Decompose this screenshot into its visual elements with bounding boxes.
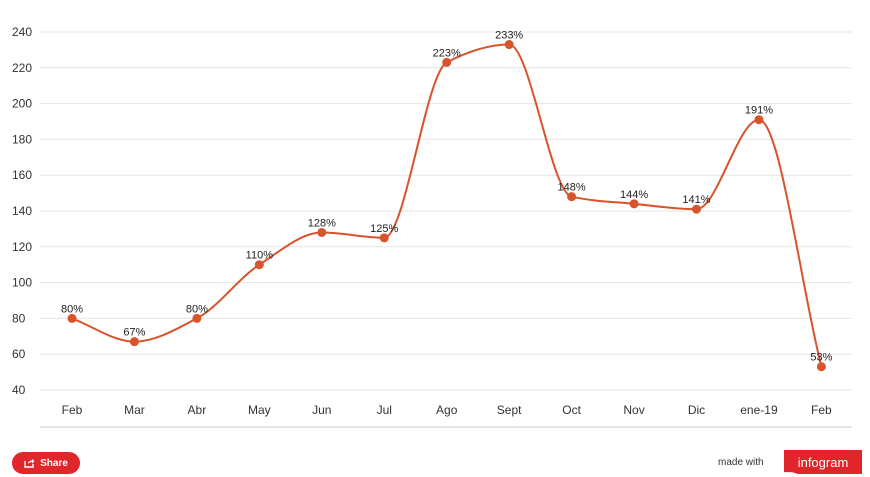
x-tick-label: Nov (623, 403, 644, 417)
y-tick-label: 200 (12, 97, 32, 111)
data-point (317, 227, 327, 237)
made-with-text: made with (718, 457, 764, 468)
data-label: 148% (558, 182, 586, 194)
y-tick-label: 220 (12, 61, 32, 75)
y-tick-label: 100 (12, 276, 32, 290)
data-point (504, 40, 514, 50)
data-point (67, 313, 77, 323)
grid-lines (40, 31, 852, 428)
data-point (254, 260, 264, 270)
data-label: 80% (186, 303, 208, 315)
infogram-logo-text: infogram (797, 454, 849, 470)
data-point (567, 192, 577, 202)
y-tick-label: 120 (12, 240, 32, 254)
x-tick-label: Abr (188, 403, 207, 417)
data-label: 191% (745, 105, 773, 117)
data-point (442, 57, 452, 67)
y-tick-label: 180 (12, 132, 32, 146)
data-label: 67% (123, 327, 145, 339)
data-label: 144% (620, 189, 648, 201)
data-label: 223% (433, 47, 461, 59)
data-labels: 80% 67% 80% 110% 128% 125% 223% 233% 148% 144% 141… (61, 30, 833, 364)
y-tick-label: 80 (12, 311, 26, 325)
data-label: 80% (61, 303, 83, 315)
y-tick-label: 40 (12, 383, 26, 397)
x-tick-label: Oct (562, 403, 581, 417)
data-label: 233% (495, 30, 523, 42)
data-label: 141% (682, 194, 710, 206)
x-tick-label: Sept (497, 403, 522, 417)
data-label: 125% (370, 223, 398, 235)
x-tick-label: Mar (124, 403, 145, 417)
y-axis: 40 60 80 100 120 140 160 180 200 220 240 (12, 25, 32, 397)
y-tick-label: 60 (12, 347, 26, 361)
data-point (816, 362, 826, 372)
data-point (379, 233, 389, 243)
data-label: 128% (308, 217, 336, 229)
data-point (629, 199, 639, 209)
data-point (692, 204, 701, 214)
share-button[interactable]: Share (12, 452, 80, 474)
share-button-label: Share (40, 457, 68, 469)
data-label: 110% (246, 250, 274, 262)
data-point (192, 313, 202, 323)
x-tick-label: Feb (811, 403, 832, 417)
x-tick-label: May (248, 403, 271, 417)
y-tick-label: 240 (12, 25, 32, 39)
x-axis: Feb Mar Abr May Jun Jul Ago Sept Oct Nov Dic ene-19… (62, 403, 832, 417)
infogram-logo[interactable]: infogram (784, 450, 862, 474)
x-tick-label: ene-19 (740, 403, 778, 417)
data-label: 53% (810, 352, 832, 364)
y-tick-label: 140 (12, 204, 32, 218)
x-tick-label: Ago (436, 403, 458, 417)
x-tick-label: Feb (62, 403, 83, 417)
x-tick-label: Jul (377, 403, 392, 417)
series-line (71, 43, 823, 367)
data-point (754, 115, 764, 125)
share-icon (24, 459, 35, 468)
y-tick-label: 160 (12, 168, 32, 182)
x-tick-label: Jun (312, 403, 331, 417)
data-points (67, 40, 826, 372)
data-point (129, 337, 139, 347)
x-tick-label: Dic (688, 403, 705, 417)
line-chart: 40 60 80 100 120 140 160 180 200 220 240 Feb Mar Abr… (12, 25, 852, 428)
